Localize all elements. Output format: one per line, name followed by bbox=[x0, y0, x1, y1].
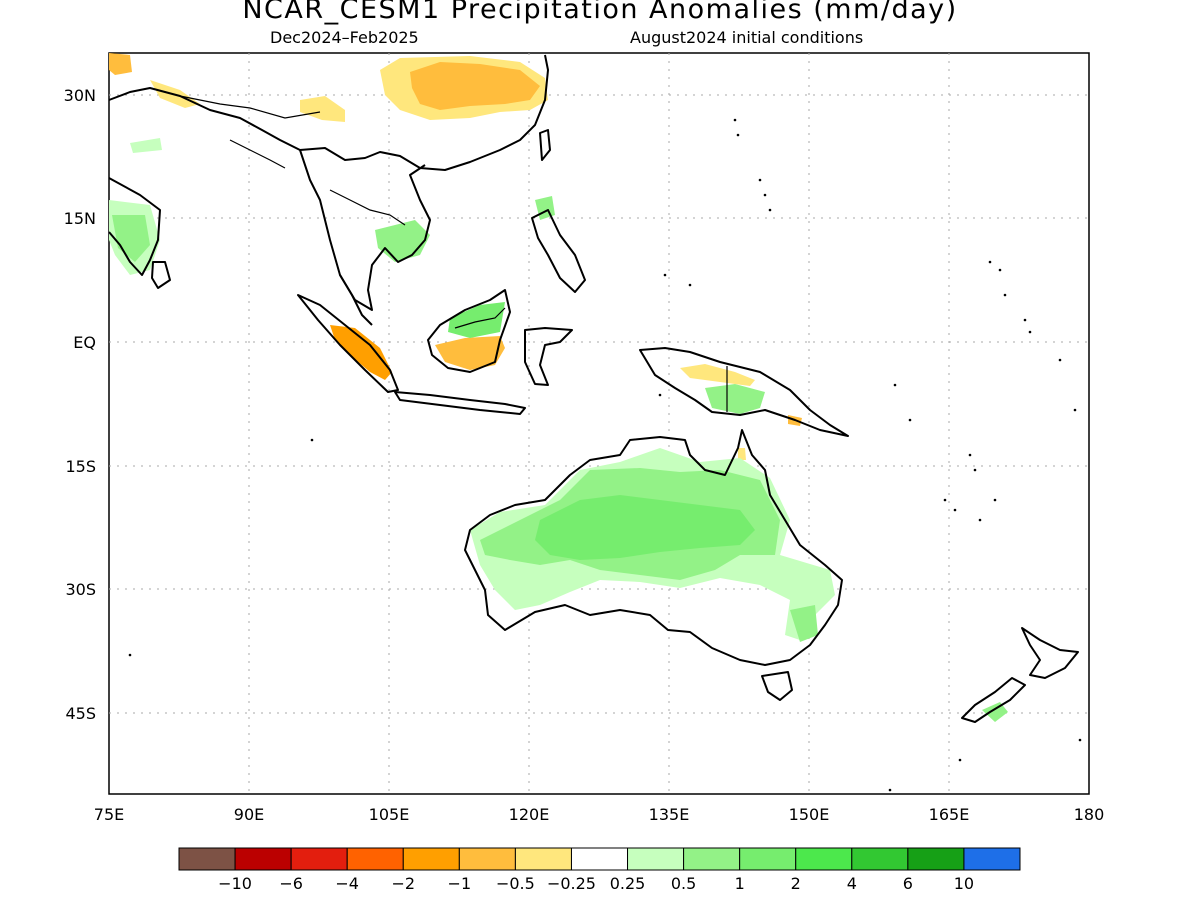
colorbar-label: −1 bbox=[448, 874, 472, 893]
colorbar-label: 10 bbox=[954, 874, 974, 893]
colorbar-swatch bbox=[795, 847, 853, 871]
map-title: NCAR_CESM1 Precipitation Anomalies (mm/d… bbox=[242, 0, 958, 25]
coastline-tasmania bbox=[761, 671, 793, 701]
colorbar-label: 6 bbox=[903, 874, 913, 893]
lat-tick-label: EQ bbox=[73, 333, 96, 352]
wet-anomaly-australia-core bbox=[535, 495, 755, 560]
colorbar-label: −0.25 bbox=[547, 874, 596, 893]
wet-anomaly-bengal bbox=[130, 138, 162, 153]
longitude-tick-labels: 75E 90E 105E 120E 135E 150E 165E 180 bbox=[94, 805, 1105, 824]
lat-tick-label: 15S bbox=[65, 457, 96, 476]
colorbar-swatch bbox=[851, 847, 909, 871]
coastline-sulawesi bbox=[524, 327, 573, 386]
coastline-india bbox=[108, 177, 161, 276]
wet-anomaly-new-guinea bbox=[705, 384, 765, 414]
dry-anomaly-himalaya bbox=[300, 96, 345, 122]
colorbar-swatch bbox=[234, 847, 292, 871]
gridlines bbox=[109, 53, 1089, 794]
wet-anomaly-shading bbox=[109, 138, 1008, 722]
wet-anomaly-new-zealand bbox=[982, 702, 1008, 722]
season-subtitle: Dec2024–Feb2025 bbox=[270, 28, 419, 47]
initial-conditions-subtitle: August2024 initial conditions bbox=[630, 28, 864, 47]
colorbar-swatch bbox=[458, 847, 516, 871]
border-indochina bbox=[329, 189, 406, 226]
wet-anomaly-east-coast bbox=[790, 605, 818, 642]
colorbar-swatch bbox=[739, 847, 797, 871]
colorbar bbox=[178, 847, 1021, 871]
lon-tick-label: 165E bbox=[929, 805, 970, 824]
wet-anomaly-india-core bbox=[112, 215, 150, 262]
colorbar-label: 4 bbox=[847, 874, 857, 893]
lon-tick-label: 75E bbox=[94, 805, 124, 824]
coastline-malay-peninsula bbox=[339, 274, 373, 326]
pacific-islands bbox=[128, 118, 1082, 792]
colorbar-swatch bbox=[627, 847, 685, 871]
coastline-new-zealand-north bbox=[1021, 627, 1079, 679]
colorbar-label: −10 bbox=[218, 874, 252, 893]
coastline-philippines bbox=[531, 209, 586, 293]
country-borders bbox=[179, 95, 728, 412]
colorbar-swatch bbox=[570, 847, 629, 871]
colorbar-label: −2 bbox=[391, 874, 415, 893]
border-himalaya-2 bbox=[229, 139, 286, 169]
coastline-australia bbox=[464, 429, 843, 666]
colorbar-label: −0.5 bbox=[496, 874, 535, 893]
dry-anomaly-sumatra bbox=[330, 325, 392, 380]
dry-anomaly-cape-york bbox=[738, 448, 746, 460]
lat-tick-label: 45S bbox=[65, 704, 96, 723]
colorbar-swatch bbox=[290, 847, 348, 871]
colorbar-swatch bbox=[683, 847, 741, 871]
colorbar-labels: −10 −6 −4 −2 −1 −0.5 −0.25 0.25 0.5 1 2 4 6 10 bbox=[218, 874, 974, 893]
dry-anomaly-china-core bbox=[410, 62, 540, 110]
coastline-indochina bbox=[299, 149, 431, 311]
dry-anomaly-borneo bbox=[435, 336, 505, 370]
colorbar-label: 0.25 bbox=[610, 874, 646, 893]
lon-tick-label: 135E bbox=[649, 805, 690, 824]
dry-anomaly-west-corner bbox=[109, 53, 132, 75]
colorbar-label: −6 bbox=[279, 874, 303, 893]
coastline-sri-lanka bbox=[151, 261, 171, 289]
wet-anomaly-borneo bbox=[448, 302, 505, 338]
lon-tick-label: 150E bbox=[789, 805, 830, 824]
colorbar-swatch bbox=[907, 847, 965, 871]
lon-tick-label: 90E bbox=[234, 805, 264, 824]
coastline-asia-north bbox=[108, 54, 549, 171]
lat-tick-label: 15N bbox=[64, 209, 96, 228]
lon-tick-label: 105E bbox=[369, 805, 410, 824]
colorbar-label: −4 bbox=[335, 874, 359, 893]
coastlines bbox=[108, 54, 1079, 723]
coastline-new-zealand-south bbox=[961, 677, 1026, 723]
border-borneo bbox=[454, 307, 506, 329]
colorbar-swatch bbox=[402, 847, 460, 871]
coastline-new-guinea bbox=[639, 347, 849, 437]
coastline-java bbox=[394, 391, 526, 415]
dry-anomaly-new-guinea bbox=[680, 364, 755, 386]
coastline-sumatra bbox=[297, 294, 399, 393]
lon-tick-label: 120E bbox=[509, 805, 550, 824]
lon-tick-label: 180 bbox=[1074, 805, 1105, 824]
colorbar-label: 0.5 bbox=[671, 874, 696, 893]
colorbar-swatch bbox=[963, 847, 1021, 871]
map-frame bbox=[108, 52, 1090, 795]
colorbar-swatch bbox=[178, 847, 236, 871]
lat-tick-label: 30S bbox=[65, 580, 96, 599]
colorbar-swatch bbox=[346, 847, 404, 871]
colorbar-swatch bbox=[514, 847, 572, 871]
lat-tick-label: 30N bbox=[64, 86, 96, 105]
colorbar-label: 2 bbox=[791, 874, 801, 893]
latitude-tick-labels: 30N 15N EQ 15S 30S 45S bbox=[64, 86, 96, 723]
coastline-taiwan bbox=[539, 129, 551, 161]
coastline-borneo bbox=[427, 289, 511, 373]
border-india-china bbox=[179, 95, 321, 119]
colorbar-label: 1 bbox=[735, 874, 745, 893]
